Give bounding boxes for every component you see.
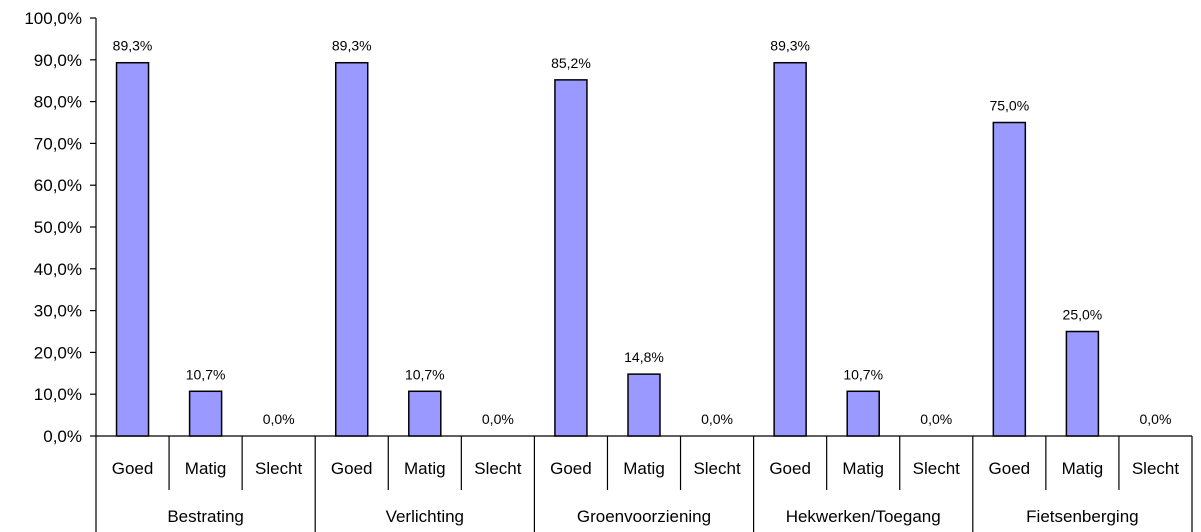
y-tick-label: 30,0%	[34, 302, 82, 321]
x-group-label: Verlichting	[386, 507, 464, 526]
x-category-label: Matig	[842, 459, 884, 478]
bar-groenvoorziening-goed	[554, 79, 588, 437]
x-category-label: Slecht	[693, 459, 741, 478]
data-label: 0,0%	[263, 411, 295, 427]
x-group-label: Bestrating	[167, 507, 244, 526]
x-category-label: Goed	[989, 459, 1031, 478]
data-label: 0,0%	[701, 411, 733, 427]
x-category-label: Slecht	[474, 459, 522, 478]
data-label: 0,0%	[920, 411, 952, 427]
y-tick-label: 40,0%	[34, 260, 82, 279]
x-category-label: Matig	[623, 459, 665, 478]
x-group-label: Groenvoorziening	[577, 507, 711, 526]
data-label: 10,7%	[843, 366, 883, 382]
y-tick-label: 0,0%	[43, 427, 82, 446]
y-tick-label: 20,0%	[34, 343, 82, 362]
x-group-label: Hekwerken/Toegang	[786, 507, 941, 526]
bar-bestrating-goed	[115, 61, 150, 437]
y-tick-label: 100,0%	[24, 9, 82, 28]
y-tick-label: 80,0%	[34, 93, 82, 112]
data-label: 89,3%	[770, 38, 810, 54]
x-category-label: Goed	[550, 459, 592, 478]
data-label: 10,7%	[405, 366, 445, 382]
data-label: 89,3%	[113, 38, 153, 54]
y-tick-label: 50,0%	[34, 218, 82, 237]
y-tick-label: 70,0%	[34, 134, 82, 153]
bar-verlichting-matig	[408, 390, 442, 437]
data-label: 85,2%	[551, 55, 591, 71]
x-group-label: Fietsenberging	[1026, 507, 1138, 526]
x-category-label: Slecht	[1132, 459, 1180, 478]
y-tick-label: 90,0%	[34, 51, 82, 70]
x-category-label: Matig	[404, 459, 446, 478]
bar-verlichting-goed	[334, 61, 369, 437]
bar-groenvoorziening-matig	[627, 373, 661, 437]
bar-bestrating-matig	[188, 390, 223, 437]
data-label: 25,0%	[1063, 307, 1103, 323]
data-label: 0,0%	[482, 411, 514, 427]
x-category-label: Slecht	[913, 459, 961, 478]
x-category-label: Goed	[112, 459, 154, 478]
data-label: 10,7%	[186, 366, 226, 382]
data-label: 89,3%	[332, 38, 372, 54]
bar-hekwerken-toegang-goed	[773, 61, 807, 437]
x-category-label: Goed	[769, 459, 811, 478]
data-label: 0,0%	[1140, 411, 1172, 427]
x-category-label: Slecht	[255, 459, 303, 478]
y-tick-label: 60,0%	[34, 176, 82, 195]
bar-hekwerken-toegang-matig	[846, 390, 880, 437]
data-label: 14,8%	[624, 349, 664, 365]
y-tick-label: 10,0%	[34, 385, 82, 404]
data-label: 75,0%	[989, 98, 1029, 114]
x-category-label: Goed	[331, 459, 373, 478]
x-category-label: Matig	[1062, 459, 1104, 478]
x-category-label: Matig	[185, 459, 227, 478]
bar-fietsenberging-goed	[992, 121, 1027, 437]
bar-fietsenberging-matig	[1065, 330, 1100, 437]
